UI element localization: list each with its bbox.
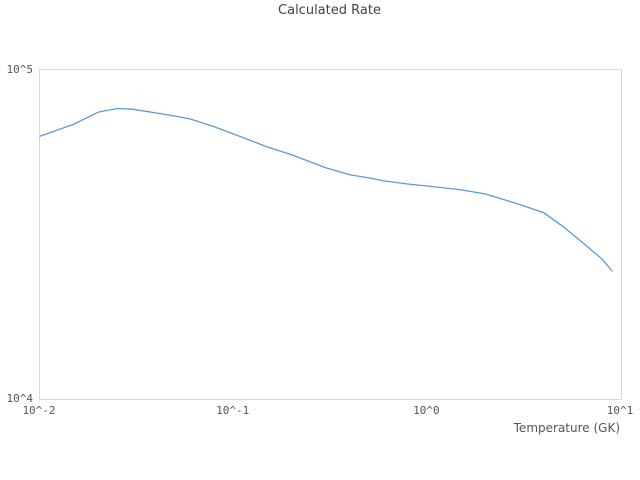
y-tick-label: 10^5 <box>6 62 34 76</box>
x-tick-label: 10^0 <box>413 404 440 417</box>
x-tick-label: 10^-2 <box>22 404 56 417</box>
rate-line <box>39 107 613 272</box>
y-tick-label: 10^4 <box>6 391 34 405</box>
chart-title: Calculated Rate <box>278 3 381 18</box>
x-tick-label: 10^1 <box>606 404 634 417</box>
calculated-rate-curve <box>39 107 613 272</box>
x-tick-label: 10^-1 <box>216 404 250 417</box>
plot-area <box>39 69 622 400</box>
x-axis-label: Temperature (GK) <box>513 421 620 435</box>
